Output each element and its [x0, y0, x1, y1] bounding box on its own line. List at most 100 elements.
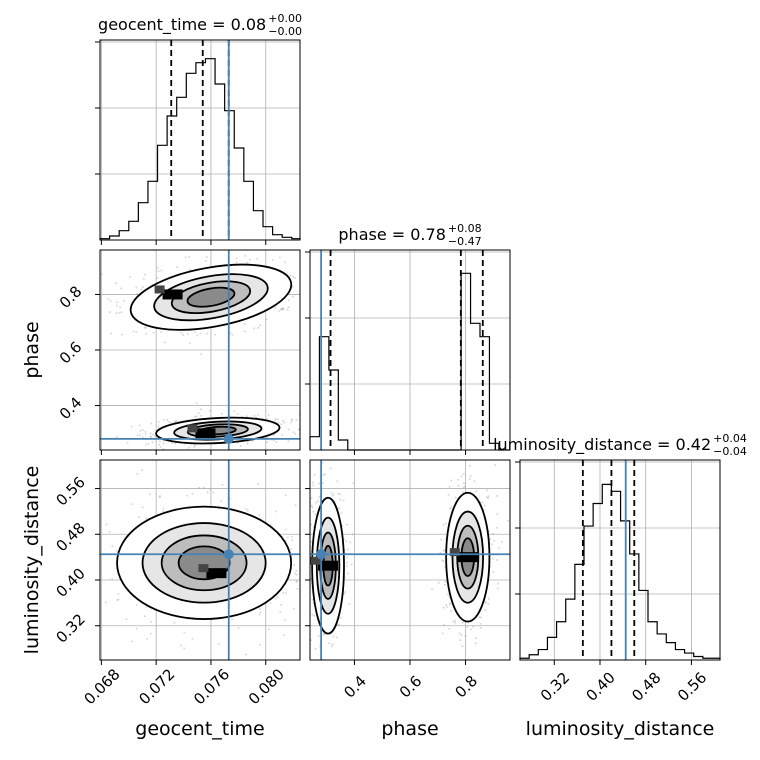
contour-line [451, 510, 484, 604]
sample-point [274, 419, 277, 422]
sample-point [117, 593, 120, 595]
sample-point [282, 308, 285, 311]
sample-point [303, 236, 305, 238]
sample-point [160, 269, 163, 272]
title-sub: −0.04 [713, 445, 747, 458]
sample-point [233, 410, 236, 413]
panel-geocent_time-vs-luminosity_distance: 0.068 0.072 0.076 0.080 0.32 0.40 0.48 0.56 [53, 459, 308, 708]
x-tick-label: 0.080 [245, 665, 288, 708]
panel-title: geocent_time = 0.08 +0.00−0.00 [98, 12, 302, 38]
sample-point [273, 306, 276, 309]
sample-point [281, 307, 284, 310]
sample-point [162, 439, 165, 442]
sample-point [162, 418, 165, 421]
sample-point [441, 632, 444, 635]
sample-point [277, 421, 280, 424]
sample-point [447, 494, 450, 496]
sample-point [259, 611, 262, 614]
sample-point [310, 504, 313, 507]
panel-phase-vs-luminosity_distance: 0.4 0.6 0.8 [297, 445, 511, 702]
sample-point [136, 472, 139, 475]
sample-point [297, 507, 299, 509]
sample-point [189, 268, 191, 271]
sample-point [198, 486, 201, 489]
sample-point [163, 341, 166, 344]
sample-point [304, 563, 306, 565]
sample-point [336, 480, 339, 483]
sample-point [301, 560, 303, 562]
sample-point [259, 324, 262, 327]
sample-point [158, 443, 160, 446]
panel-frame [309, 249, 511, 451]
sample-point [441, 559, 444, 562]
sample-point [287, 428, 290, 431]
sample-point [310, 541, 313, 543]
sample-point [493, 539, 496, 542]
sample-point [129, 276, 132, 278]
sample-point [191, 637, 194, 640]
sample-point [479, 622, 482, 625]
sample-point [442, 560, 445, 563]
sample-point [484, 609, 487, 612]
sample-point [331, 494, 334, 497]
sample-point [229, 332, 232, 335]
sample-point [100, 273, 103, 276]
sample-point [276, 418, 279, 421]
sample-point [259, 643, 261, 646]
sample-point [258, 613, 261, 616]
sample-point [313, 473, 316, 476]
histogram-step-geocent_time [99, 58, 301, 240]
sample-point [244, 254, 247, 257]
sample-point [194, 444, 196, 447]
sample-point [281, 434, 284, 437]
sample-point [135, 331, 138, 334]
sample-point [460, 634, 463, 637]
panel-title: phase = 0.78 +0.08−0.47 [338, 222, 481, 248]
sample-point [431, 588, 434, 591]
sample-point [245, 653, 248, 656]
y-tick-label: 0.4 [56, 393, 86, 423]
sample-point [337, 492, 340, 495]
sample-point [315, 501, 318, 504]
sample-point [494, 464, 497, 466]
sample-point [454, 496, 457, 499]
sample-point [150, 620, 153, 623]
sample-point [287, 299, 290, 302]
sample-point [184, 256, 187, 259]
sample-point [235, 261, 238, 264]
x-tick-label: 0.32 [537, 669, 573, 705]
sample-point [310, 639, 313, 642]
sample-point [290, 421, 293, 424]
sample-point [278, 256, 281, 259]
sample-point [273, 434, 275, 436]
title-sup: +0.00 [268, 12, 302, 25]
panel-frame [519, 459, 721, 661]
title-text: geocent_time = 0.08 [98, 15, 266, 35]
sample-point [193, 331, 196, 334]
sample-point [307, 308, 309, 310]
sample-point [117, 598, 120, 601]
sample-point [488, 597, 490, 600]
sample-point [57, 344, 59, 346]
sample-point [468, 464, 471, 467]
sample-point [310, 523, 313, 526]
sample-point [352, 482, 355, 485]
sample-point [209, 488, 212, 491]
sample-point [468, 445, 470, 447]
sample-point [462, 472, 465, 475]
sample-point [489, 538, 492, 541]
sample-point [304, 585, 306, 587]
x-tick-label: 0.56 [674, 669, 710, 705]
sample-point [450, 610, 453, 612]
sample-point [284, 619, 287, 622]
sample-point [144, 273, 147, 276]
sample-point [205, 256, 208, 259]
sample-point [311, 613, 314, 616]
sample-point [290, 419, 293, 422]
contour-line [170, 280, 252, 315]
sample-point [306, 596, 308, 598]
sample-point [152, 331, 155, 334]
sample-point [266, 418, 268, 420]
sample-point [253, 327, 256, 330]
sample-point [111, 545, 114, 548]
